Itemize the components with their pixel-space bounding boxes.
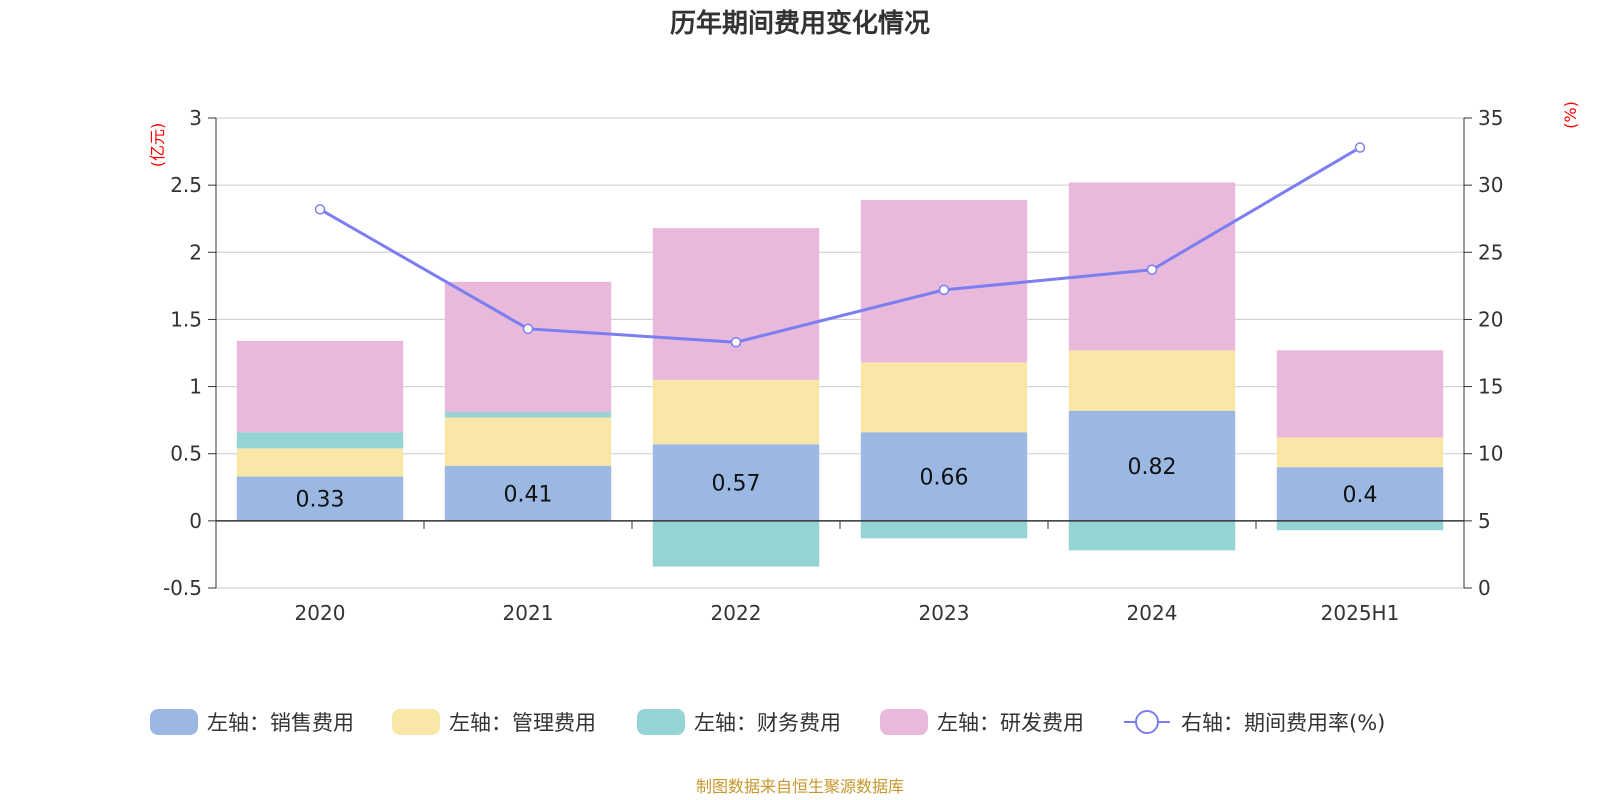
legend-swatch xyxy=(150,709,198,735)
right-tick-label: 15 xyxy=(1478,375,1503,399)
legend-swatch xyxy=(637,709,685,735)
bar-segment xyxy=(236,448,404,477)
left-tick-label: -0.5 xyxy=(163,576,202,600)
chart-title: 历年期间费用变化情况 xyxy=(670,8,930,39)
right-tick-label: 30 xyxy=(1478,173,1503,197)
source-note: 制图数据来自恒生聚源数据库 xyxy=(696,777,904,796)
left-tick-label: 3 xyxy=(189,106,202,130)
bar-data-label: 0.41 xyxy=(504,482,553,507)
bar-segment xyxy=(236,476,404,521)
rate-point xyxy=(730,337,742,348)
right-tick-label: 10 xyxy=(1478,442,1503,466)
rate-point xyxy=(938,284,950,296)
bar-segment xyxy=(444,465,612,521)
x-tick-label: 2022 xyxy=(711,601,762,625)
bar-data-label: 0.57 xyxy=(712,472,761,497)
legend-label: 左轴：研发费用 xyxy=(937,711,1084,735)
rate-line xyxy=(314,142,1366,348)
legend-label: 左轴：销售费用 xyxy=(207,711,354,735)
bar-segment xyxy=(444,417,612,466)
bar-segment xyxy=(1068,410,1236,521)
grid-lines xyxy=(216,117,1464,589)
right-tick-label: 35 xyxy=(1478,106,1503,130)
x-tick-label: 2024 xyxy=(1127,601,1178,625)
bar-segment xyxy=(652,379,820,445)
legend-swatch xyxy=(880,709,928,735)
bar-segment xyxy=(860,362,1028,433)
bar-segment xyxy=(1068,350,1236,411)
left-tick-label: 2.5 xyxy=(170,173,202,197)
right-tick-label: 0 xyxy=(1478,576,1491,600)
legend-label: 右轴：期间费用率(%) xyxy=(1181,711,1385,735)
x-tick-label: 2020 xyxy=(295,601,346,625)
right-tick-label: 5 xyxy=(1478,509,1491,533)
bar-segment xyxy=(652,520,820,567)
x-tick-label: 2025H1 xyxy=(1321,601,1400,625)
data-labels: 0.33 0.41 0.57 0.66 0.82 0.4 xyxy=(296,455,1378,513)
bar-segment xyxy=(1276,437,1444,468)
bar-segment xyxy=(652,444,820,521)
bar-segment xyxy=(1276,467,1444,521)
legend-swatch xyxy=(392,709,440,735)
legend-marker xyxy=(1135,710,1159,734)
bar-segment xyxy=(860,432,1028,521)
bar-segment xyxy=(1276,520,1444,531)
bar-segment xyxy=(860,199,1028,363)
rate-point xyxy=(1354,142,1366,153)
rate-point xyxy=(522,323,534,335)
bar-segment xyxy=(444,281,612,413)
bar-group xyxy=(236,182,1444,567)
bar-data-label: 0.4 xyxy=(1343,483,1378,508)
bar-segment xyxy=(652,228,820,380)
rate-point xyxy=(314,204,326,215)
bar-data-label: 0.82 xyxy=(1128,455,1177,480)
bar-segment xyxy=(236,432,404,449)
bar-data-label: 0.33 xyxy=(296,488,345,513)
bar-data-label: 0.66 xyxy=(920,466,969,491)
left-tick-label: 2 xyxy=(189,240,202,264)
bar-segment xyxy=(444,412,612,418)
rate-point xyxy=(1146,264,1158,275)
left-tick-label: 0.5 xyxy=(170,442,202,466)
right-axis-unit: (%) xyxy=(1561,101,1580,129)
bar-segment xyxy=(236,340,404,433)
x-tick-label: 2021 xyxy=(503,601,554,625)
rate-line-path xyxy=(319,146,1361,344)
legend: 左轴：销售费用 左轴：管理费用 左轴：财务费用 左轴：研发费用 右轴：期间费用率(%) xyxy=(150,709,1385,735)
left-tick-label: 1.5 xyxy=(170,307,202,331)
bar-segment xyxy=(1276,350,1444,438)
legend-label: 左轴：管理费用 xyxy=(449,711,596,735)
left-tick-label: 1 xyxy=(189,375,202,399)
bar-segment xyxy=(860,520,1028,539)
bar-segment xyxy=(1068,520,1236,551)
left-axis-unit: (亿元) xyxy=(148,123,167,168)
left-tick-label: 0 xyxy=(189,509,202,533)
right-tick-label: 20 xyxy=(1478,307,1503,331)
right-tick-label: 25 xyxy=(1478,240,1503,264)
legend-label: 左轴：财务费用 xyxy=(694,711,841,735)
x-tick-label: 2023 xyxy=(919,601,970,625)
